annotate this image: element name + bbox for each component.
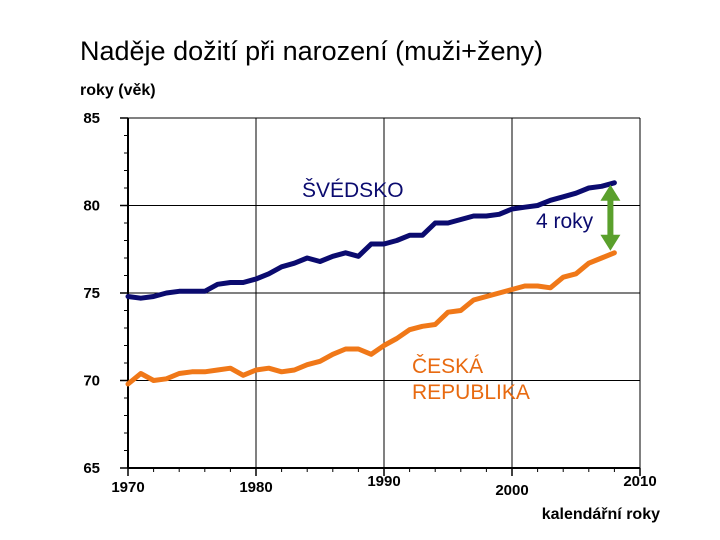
- difference-arrow-head-top: [600, 184, 621, 201]
- xtick-label-1970: 1970: [111, 479, 144, 496]
- series-label-czech: ČESKÁ REPUBLIKA: [412, 354, 530, 406]
- xtick-label-1990: 1990: [367, 473, 400, 490]
- x-axis-label: kalendářní roky: [541, 506, 660, 523]
- difference-arrow-head-bottom: [600, 234, 621, 251]
- xtick-label-1980: 1980: [239, 479, 272, 496]
- series-label-czech-line2: REPUBLIKA: [412, 381, 530, 404]
- ytick-label-75: 75: [83, 285, 100, 302]
- series-label-sweden: ŠVÉDSKO: [302, 179, 404, 202]
- xtick-label-2000: 2000: [495, 482, 528, 499]
- difference-annotation: 4 roky: [536, 210, 594, 233]
- ytick-label-65: 65: [83, 460, 100, 477]
- ytick-label-70: 70: [83, 373, 100, 390]
- xtick-label-2010: 2010: [623, 473, 656, 490]
- ytick-label-85: 85: [83, 110, 100, 127]
- ytick-label-80: 80: [83, 198, 100, 215]
- series-line-sweden: [125, 180, 617, 301]
- series-line-czech: [125, 250, 617, 387]
- y-axis-label: roky (věk): [80, 82, 156, 99]
- series-label-czech-line1: ČESKÁ: [412, 355, 484, 378]
- chart-title: Naděje dožití při narození (muži+ženy): [80, 36, 543, 66]
